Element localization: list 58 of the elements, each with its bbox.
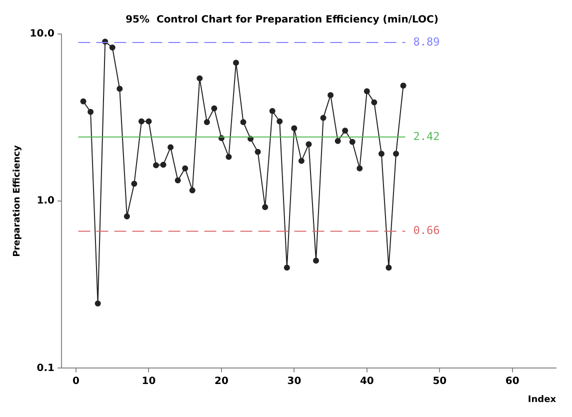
point <box>334 138 341 144</box>
chart-title: 95% Control Chart for Preparation Efficiency (min/LOC) <box>126 14 438 26</box>
point <box>349 138 356 145</box>
point <box>393 150 400 157</box>
point <box>276 118 283 124</box>
y-tick-label: 0.1 <box>36 362 55 374</box>
point <box>364 88 370 94</box>
point <box>138 118 144 124</box>
point <box>189 187 196 194</box>
x-tick-label: 10 <box>142 376 156 387</box>
point <box>182 165 188 172</box>
point <box>254 148 261 155</box>
y-tick-label: 10.0 <box>30 28 54 40</box>
point <box>269 108 276 114</box>
point <box>168 144 174 150</box>
x-tick-label: 30 <box>287 376 302 387</box>
point <box>262 204 268 210</box>
point <box>320 114 326 121</box>
point <box>153 162 160 168</box>
x-axis-title: Index <box>528 394 556 405</box>
point <box>400 82 406 89</box>
point <box>204 119 210 126</box>
x-tick-label: 40 <box>360 376 374 387</box>
y-tick-label: 1.0 <box>36 196 55 207</box>
ref-line-label: 2.42 <box>413 130 440 143</box>
point <box>160 162 166 168</box>
y-axis-title: Preparation Efficiency <box>12 145 23 257</box>
point <box>94 300 101 306</box>
point <box>196 75 203 82</box>
point <box>240 119 246 126</box>
point <box>233 60 240 66</box>
x-tick-label: 60 <box>505 376 520 387</box>
point <box>306 141 312 148</box>
x-tick-label: 0 <box>72 376 80 387</box>
point <box>378 150 384 157</box>
point <box>328 92 334 98</box>
x-tick-label: 50 <box>432 376 447 387</box>
point <box>371 99 378 106</box>
ref-line-label: 0.66 <box>413 224 440 238</box>
point <box>342 128 348 134</box>
x-tick-label: 20 <box>214 376 228 387</box>
point <box>109 44 116 51</box>
point <box>88 108 94 115</box>
point <box>313 258 320 264</box>
point <box>174 177 181 184</box>
point <box>146 118 152 124</box>
point <box>131 180 138 187</box>
point <box>211 105 218 112</box>
point <box>124 213 130 220</box>
point <box>80 98 86 104</box>
point <box>116 86 123 92</box>
point <box>298 158 304 164</box>
ref-line-label: 8.89 <box>413 35 440 48</box>
point <box>284 264 290 271</box>
point <box>386 264 392 271</box>
point <box>291 125 298 132</box>
point <box>226 154 232 160</box>
point <box>356 165 363 172</box>
